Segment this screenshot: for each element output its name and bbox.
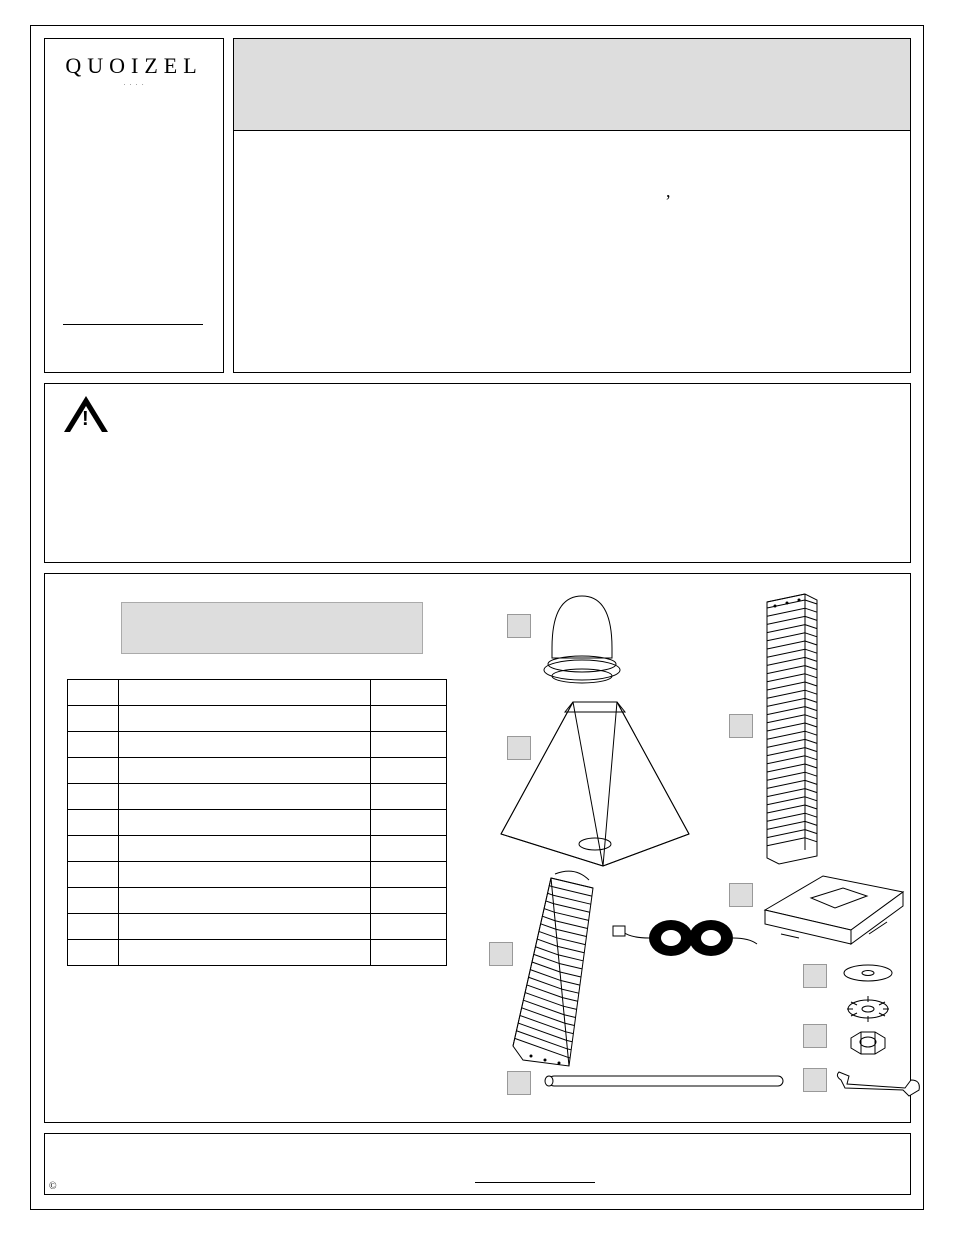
callout-H (803, 1024, 827, 1048)
cell (68, 862, 119, 888)
callout-I (803, 1068, 827, 1092)
parts-table (67, 679, 447, 966)
table-row (68, 758, 447, 784)
callout-A (507, 614, 531, 638)
cell (68, 888, 119, 914)
cell (118, 732, 371, 758)
cell (118, 940, 371, 966)
copyright-symbol: © (49, 1181, 57, 1192)
diagram-dome (540, 588, 624, 688)
cell (118, 784, 371, 810)
diagram-star-washer (841, 992, 895, 1026)
callout-C (729, 714, 753, 738)
cell (118, 888, 371, 914)
table-row (68, 836, 447, 862)
cell (371, 836, 447, 862)
diagram-base (759, 864, 909, 948)
cell (118, 862, 371, 888)
welcome-header-bar (234, 39, 910, 131)
cell (68, 732, 119, 758)
cell (118, 836, 371, 862)
diagram-short-column (495, 870, 625, 1080)
cell (371, 888, 447, 914)
cell (371, 706, 447, 732)
footer-underline (475, 1182, 595, 1183)
table-row (68, 888, 447, 914)
callout-D (729, 883, 753, 907)
parts-panel (44, 573, 911, 1123)
cell (371, 940, 447, 966)
logo-underline (63, 324, 203, 325)
cell (68, 680, 119, 706)
diagram-cord (611, 910, 761, 966)
cell (118, 810, 371, 836)
welcome-panel (233, 38, 911, 373)
callout-G (803, 964, 827, 988)
diagram-wrench (831, 1070, 923, 1098)
warning-icon: ! (82, 408, 89, 431)
diagram-nut (841, 1028, 895, 1058)
brand-logo: QUOIZEL (45, 53, 223, 79)
cell (68, 784, 119, 810)
table-row (68, 810, 447, 836)
brand-tagline: · · · · (45, 81, 223, 89)
cell (118, 914, 371, 940)
cell (371, 784, 447, 810)
cell (68, 836, 119, 862)
diagram-shade (495, 694, 695, 869)
table-row (68, 940, 447, 966)
cell (68, 810, 119, 836)
parts-title-bar (121, 602, 423, 654)
table-row (68, 784, 447, 810)
table-row (68, 706, 447, 732)
table-row (68, 680, 447, 706)
diagram-rod (541, 1072, 791, 1090)
cell (371, 862, 447, 888)
cell (371, 914, 447, 940)
cell (118, 680, 371, 706)
page-frame: QUOIZEL · · · · , ! (30, 25, 924, 1210)
cell (68, 940, 119, 966)
table-row (68, 732, 447, 758)
cell (118, 706, 371, 732)
caution-panel: ! (44, 383, 911, 563)
table-row (68, 862, 447, 888)
stray-comma: , (666, 181, 671, 202)
diagram-washer (841, 962, 895, 984)
cell (371, 758, 447, 784)
cell (68, 706, 119, 732)
table-row (68, 914, 447, 940)
cell (371, 810, 447, 836)
cell (371, 732, 447, 758)
cell (118, 758, 371, 784)
logo-panel: QUOIZEL · · · · (44, 38, 224, 373)
cell (68, 914, 119, 940)
cell (68, 758, 119, 784)
footer-panel: © (44, 1133, 911, 1195)
cell (371, 680, 447, 706)
diagram-tall-column (759, 588, 825, 866)
